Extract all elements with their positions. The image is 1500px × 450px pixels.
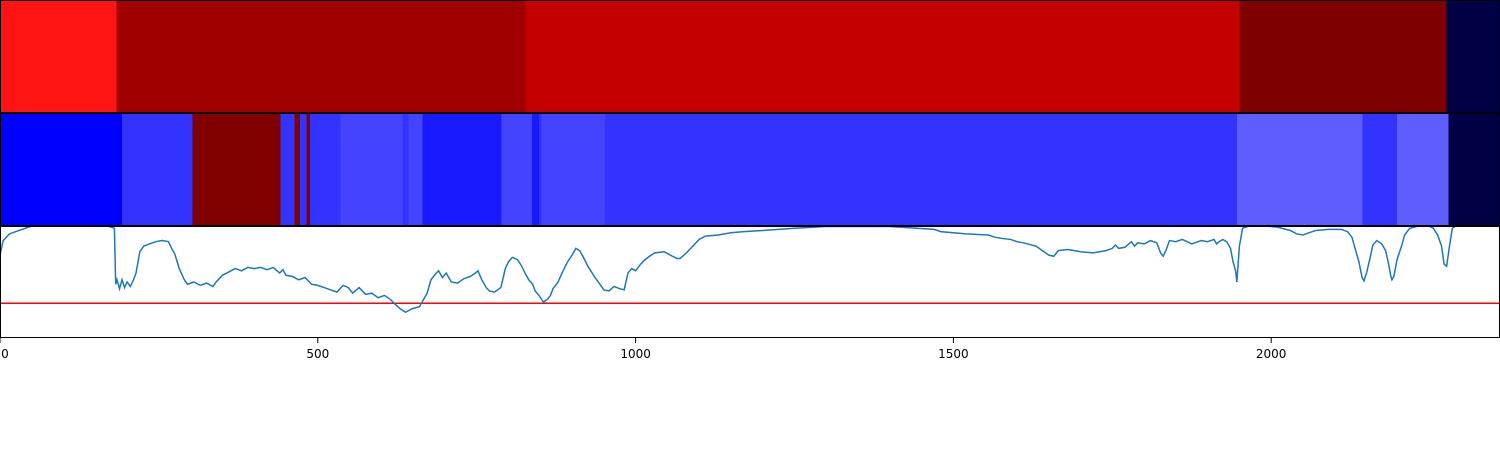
heatmap-1-segment-19: [1362, 113, 1398, 226]
heatmap-1-segment-10: [408, 113, 423, 226]
top-heatmap-strip: [0, 0, 1500, 113]
heatmap-1-segment-7: [310, 113, 341, 226]
heatmap-1-segment-9: [402, 113, 409, 226]
heatmap-1-segment-4: [294, 113, 300, 226]
heatmap-1-segment-3: [280, 113, 295, 226]
heatmap-0-segment-4: [1446, 0, 1500, 113]
heatmap-1-segment-18: [1236, 113, 1363, 226]
heatmap-1-segment-0: [0, 113, 123, 226]
x-axis-ticks: 0 500 1000 1500 2000: [0, 338, 1286, 361]
heatmap-1-segment-15: [538, 113, 542, 226]
x-tick-label-2: 1000: [620, 347, 651, 361]
heatmap-1-segment-14: [531, 113, 539, 226]
x-tick-label-1: 500: [306, 347, 329, 361]
heatmap-1-segment-8: [340, 113, 403, 226]
line-plot-frame: [0, 226, 1500, 338]
heatmap-1-segment-21: [1448, 113, 1500, 226]
heatmap-1-segment-1: [122, 113, 193, 226]
heatmap-1-segment-11: [422, 113, 501, 226]
heatmap-1-segment-2: [192, 113, 281, 226]
heatmap-1-segment-12: [500, 113, 503, 226]
heatmap-1-segment-16: [541, 113, 606, 226]
heatmap-0-segment-0: [0, 0, 117, 113]
heatmap-0-segment-3: [1239, 0, 1447, 113]
x-tick-label-4: 2000: [1256, 347, 1287, 361]
heatmap-1-segment-6: [306, 113, 311, 226]
heatmap-1-segment-20: [1397, 113, 1449, 226]
series-line: [0, 226, 1460, 314]
heatmap-1-segment-5: [300, 113, 307, 226]
middle-heatmap-strip: [0, 113, 1500, 226]
heatmap-1-segment-13: [502, 113, 532, 226]
line-plot-panel: 0 500 1000 1500 2000: [0, 226, 1500, 361]
heatmap-0-segment-2: [525, 0, 1240, 113]
heatmap-1-segment-17: [605, 113, 1237, 226]
heatmap-0-segment-1: [116, 0, 526, 113]
x-tick-label-3: 1500: [938, 347, 969, 361]
x-tick-label-0: 0: [1, 347, 9, 361]
